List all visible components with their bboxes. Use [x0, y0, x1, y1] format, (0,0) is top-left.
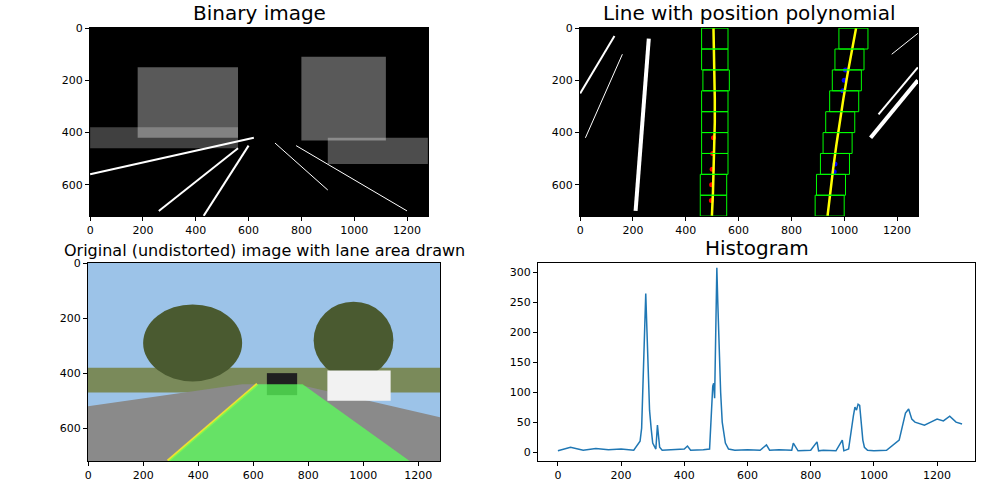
svg-text:600: 600	[552, 179, 573, 192]
svg-text:600: 600	[62, 179, 83, 192]
svg-text:400: 400	[188, 469, 209, 482]
svg-text:0: 0	[85, 469, 92, 482]
svg-text:400: 400	[675, 224, 696, 237]
svg-text:400: 400	[674, 469, 695, 482]
svg-text:200: 200	[60, 312, 81, 325]
svg-text:200: 200	[611, 469, 632, 482]
svg-text:100: 100	[510, 386, 531, 399]
svg-text:400: 400	[185, 224, 206, 237]
svg-text:600: 600	[737, 469, 758, 482]
svg-text:300: 300	[510, 266, 531, 279]
svg-text:0: 0	[74, 257, 81, 270]
svg-text:600: 600	[60, 422, 81, 435]
svg-text:1000: 1000	[860, 469, 888, 482]
svg-text:600: 600	[243, 469, 264, 482]
svg-text:200: 200	[552, 74, 573, 87]
svg-text:800: 800	[781, 224, 802, 237]
svg-text:600: 600	[238, 224, 259, 237]
svg-text:600: 600	[728, 224, 749, 237]
svg-text:Histogram: Histogram	[705, 236, 809, 260]
svg-text:200: 200	[510, 326, 531, 339]
svg-text:800: 800	[298, 469, 319, 482]
svg-text:Line with position polynomial: Line with position polynomial	[603, 1, 896, 25]
svg-text:400: 400	[62, 126, 83, 139]
svg-text:200: 200	[62, 74, 83, 87]
svg-text:0: 0	[566, 22, 573, 35]
svg-text:Binary image: Binary image	[193, 1, 326, 25]
svg-text:1200: 1200	[923, 469, 951, 482]
svg-text:0: 0	[577, 224, 584, 237]
svg-text:1000: 1000	[349, 469, 377, 482]
svg-text:1000: 1000	[830, 224, 858, 237]
svg-text:200: 200	[133, 469, 154, 482]
svg-text:50: 50	[517, 416, 531, 429]
svg-text:Original (undistorted) image w: Original (undistorted) image with lane a…	[64, 241, 465, 260]
svg-text:0: 0	[554, 469, 561, 482]
svg-text:0: 0	[87, 224, 94, 237]
svg-text:1200: 1200	[883, 224, 911, 237]
svg-text:0: 0	[524, 446, 531, 459]
svg-text:400: 400	[60, 367, 81, 380]
svg-text:800: 800	[291, 224, 312, 237]
svg-text:1000: 1000	[340, 224, 368, 237]
svg-text:1200: 1200	[393, 224, 421, 237]
svg-text:1200: 1200	[404, 469, 432, 482]
svg-text:0: 0	[76, 22, 83, 35]
svg-text:200: 200	[132, 224, 153, 237]
svg-text:250: 250	[510, 296, 531, 309]
svg-text:200: 200	[622, 224, 643, 237]
svg-text:800: 800	[800, 469, 821, 482]
svg-text:150: 150	[510, 356, 531, 369]
svg-text:400: 400	[552, 126, 573, 139]
